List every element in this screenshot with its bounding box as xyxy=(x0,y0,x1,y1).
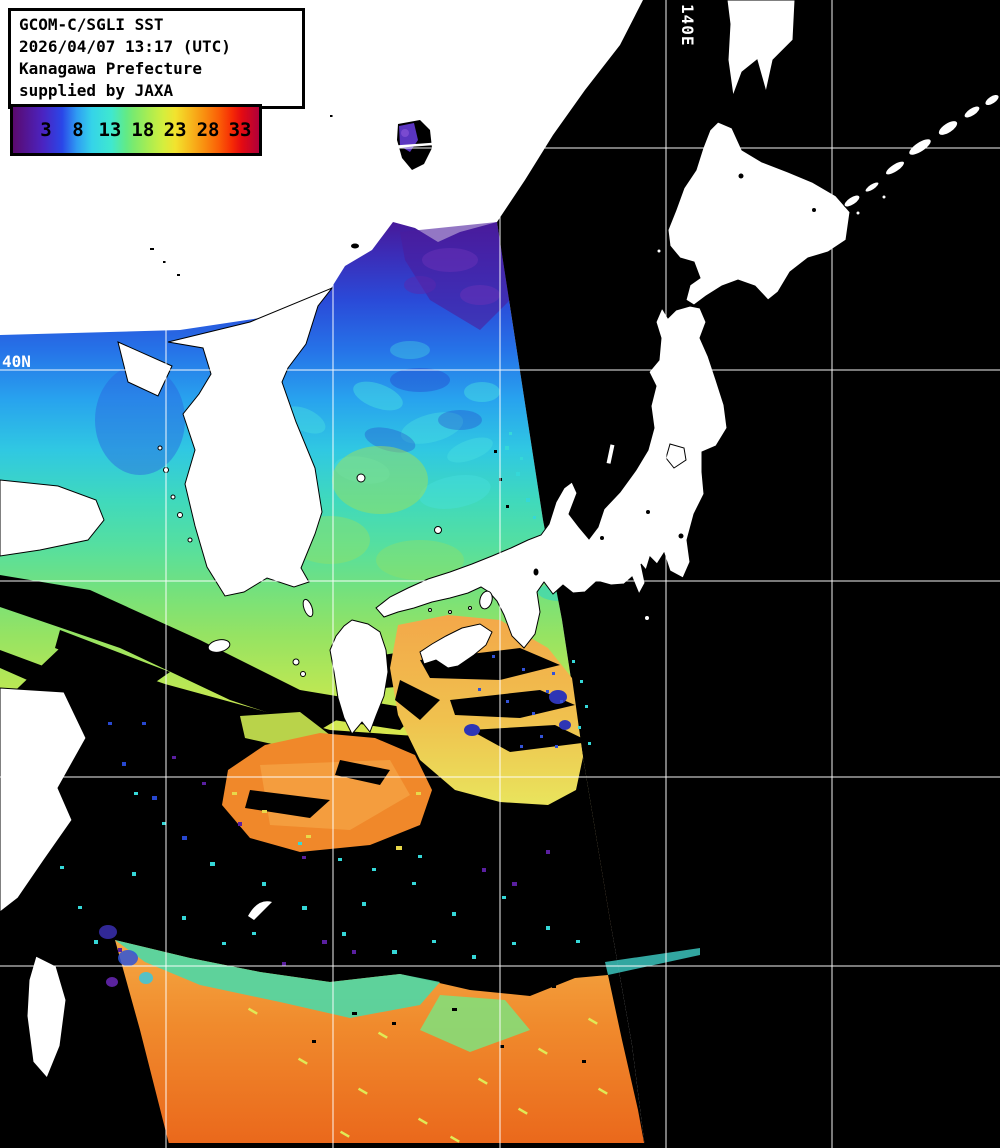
land-korea xyxy=(167,286,334,597)
title-box: GCOM-C/SGLI SST 2026/04/07 13:17 (UTC) K… xyxy=(8,8,305,109)
colorbar-tick: 8 xyxy=(72,119,84,141)
speckle-field xyxy=(60,432,591,987)
land-liaodong xyxy=(117,341,173,397)
land-tsushima xyxy=(302,598,314,618)
eddy-swirls xyxy=(95,341,500,580)
land-shandong xyxy=(0,479,105,557)
land-shikoku xyxy=(419,623,493,669)
bottom-warm-band xyxy=(115,940,700,1148)
lat-label-40n: 40N xyxy=(2,352,31,371)
land-oki xyxy=(434,526,442,534)
colorbar-tick: 3 xyxy=(40,119,52,141)
land-honshu xyxy=(375,305,728,649)
colorbar-tick: 33 xyxy=(228,119,252,141)
land-izu-oshima xyxy=(644,615,650,621)
colorbar-tick: 28 xyxy=(196,119,220,141)
observation-datetime: 2026/04/07 13:17 (UTC) xyxy=(19,37,231,56)
land-china-coast xyxy=(0,687,87,913)
data-credit: supplied by JAXA xyxy=(19,81,174,100)
colorbar: 3 8 13 18 23 28 33 xyxy=(10,104,262,156)
land-layer xyxy=(0,0,1000,1079)
colorbar-tick: 18 xyxy=(131,119,155,141)
land-ulleungdo xyxy=(356,473,366,483)
region-name: Kanagawa Prefecture xyxy=(19,59,203,78)
lon-label-140e: 140E xyxy=(678,4,697,47)
land-kyushu xyxy=(329,619,389,735)
cloud-curl xyxy=(248,901,272,920)
swath-bottom-edge xyxy=(140,1143,1000,1148)
amur-data-patch xyxy=(395,120,435,170)
land-hokkaido xyxy=(667,121,851,306)
land-taiwan xyxy=(26,955,67,1079)
product-name: GCOM-C/SGLI SST xyxy=(19,15,164,34)
pacific-no-data-region xyxy=(497,0,1000,1148)
land-kuril-islands xyxy=(843,94,1000,216)
colorbar-tick: 13 xyxy=(98,119,122,141)
land-sakhalin xyxy=(726,0,796,97)
colorbar-tick: 23 xyxy=(163,119,187,141)
land-jeju xyxy=(207,639,231,653)
land-sado xyxy=(665,443,687,469)
land-awaji xyxy=(479,590,493,610)
